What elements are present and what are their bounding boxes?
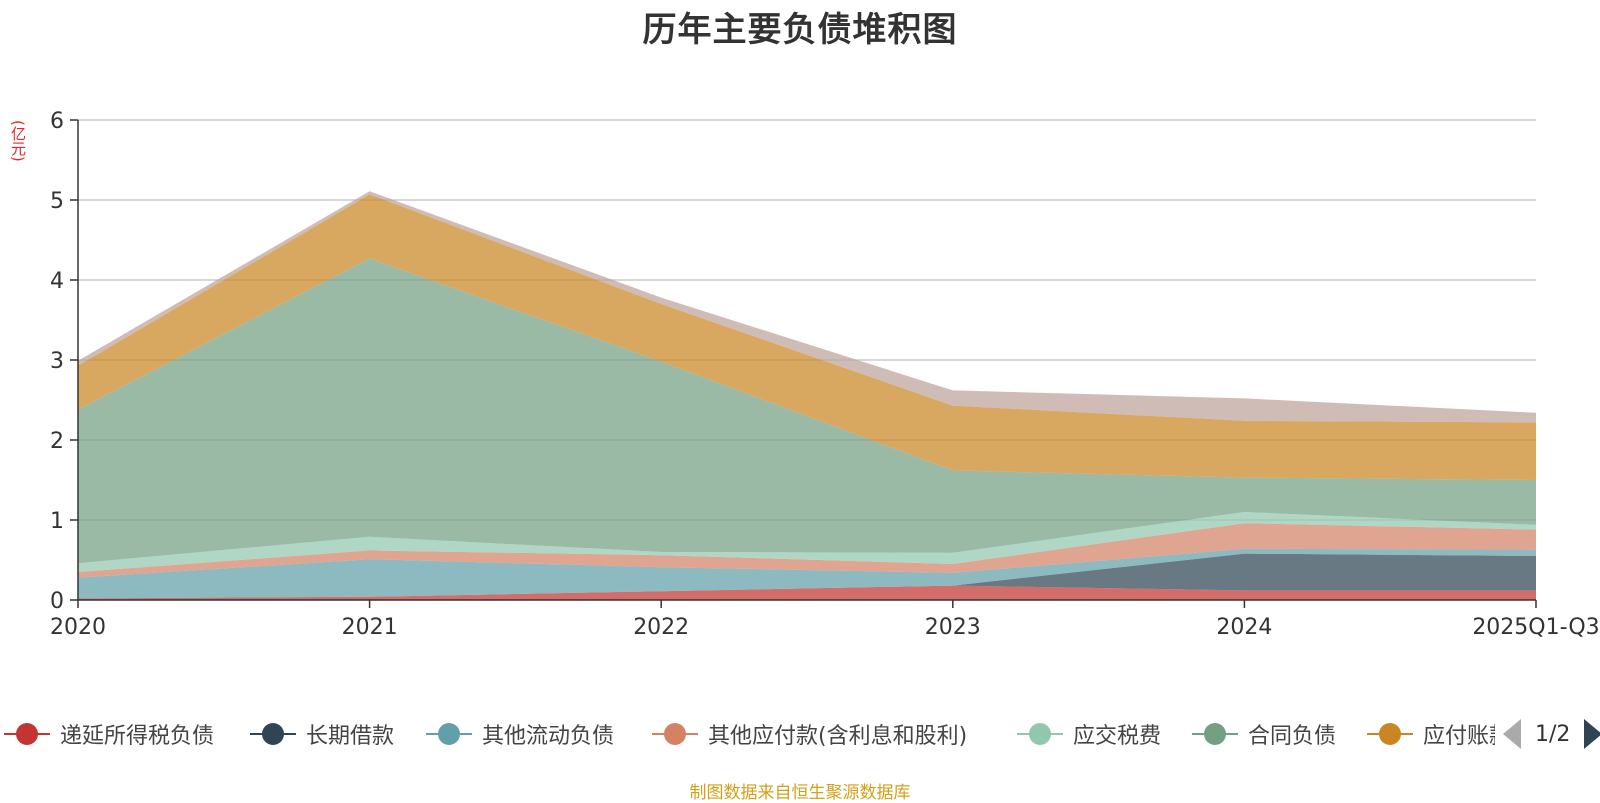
y-tick-label: 5 xyxy=(50,189,64,214)
legend: 递延所得税负债 长期借款 其他流动负债 其他应付款(含利息和股利) 应交税费 合同负债 应付… xyxy=(0,714,1600,754)
legend-item[interactable]: 应付账款 xyxy=(1365,714,1511,754)
y-axis-unit: (亿元) xyxy=(9,120,27,162)
legend-marker-icon xyxy=(424,714,474,754)
x-tick-label: 2024 xyxy=(1216,615,1272,640)
y-tick-label: 3 xyxy=(50,349,64,374)
legend-label: 长期借款 xyxy=(306,724,395,749)
legend-label: 递延所得税负债 xyxy=(60,724,215,749)
legend-page-indicator: 1/2 xyxy=(1535,721,1571,747)
legend-marker-icon xyxy=(1190,714,1240,754)
legend-item[interactable]: 应交税费 xyxy=(1015,714,1161,754)
x-tick-label: 2022 xyxy=(633,615,689,640)
legend-item[interactable]: 其他流动负债 xyxy=(424,714,614,754)
x-tick-label: 2023 xyxy=(925,615,981,640)
legend-item[interactable]: 长期借款 xyxy=(248,714,394,754)
legend-marker-icon xyxy=(248,714,298,754)
area-series xyxy=(78,191,1536,600)
axes: 0 1 2 3 4 5 6 2020 2021 2022 2023 2024 2025Q1-Q3 xyxy=(50,109,1600,640)
legend-marker-icon xyxy=(650,714,700,754)
legend-marker-icon xyxy=(1015,714,1065,754)
x-tick-label: 2020 xyxy=(50,615,106,640)
legend-item[interactable]: 其他应付款(含利息和股利) xyxy=(650,714,967,754)
y-tick-label: 4 xyxy=(50,269,64,294)
legend-label: 其他流动负债 xyxy=(482,724,615,749)
legend-prev-page-icon[interactable] xyxy=(1503,719,1521,749)
stacked-area-chart: 0 1 2 3 4 5 6 2020 2021 2022 2023 2024 2025Q1-Q3 xyxy=(50,109,1600,640)
area-series-6 xyxy=(78,258,1536,564)
legend-label: 其他应付款(含利息和股利) xyxy=(708,724,968,749)
legend-label: 合同负债 xyxy=(1248,724,1337,749)
area-series-4 xyxy=(78,523,1536,578)
legend-item[interactable]: 递延所得税负债 xyxy=(2,714,214,754)
x-tick-label: 2021 xyxy=(342,615,398,640)
y-tick-label: 0 xyxy=(50,589,64,614)
legend-next-page-icon[interactable] xyxy=(1584,719,1600,749)
y-tick-label: 1 xyxy=(50,509,64,534)
legend-label: 应交税费 xyxy=(1073,724,1162,749)
area-series-2 xyxy=(78,553,1536,599)
chart-title: 历年主要负债堆积图 xyxy=(642,10,958,50)
x-tick-label: 2025Q1-Q3 xyxy=(1472,615,1599,640)
y-tick-label: 2 xyxy=(50,429,64,454)
legend-marker-icon xyxy=(1365,714,1415,754)
y-tick-label: 6 xyxy=(50,109,64,134)
legend-item[interactable]: 合同负债 xyxy=(1190,714,1336,754)
area-series-7 xyxy=(78,194,1536,480)
legend-marker-icon xyxy=(2,714,52,754)
area-series-1 xyxy=(78,585,1536,600)
area-series-5 xyxy=(78,512,1536,572)
legend-pager: 1/2 xyxy=(1495,714,1600,754)
source-note: 制图数据来自恒生聚源数据库 xyxy=(689,783,911,803)
